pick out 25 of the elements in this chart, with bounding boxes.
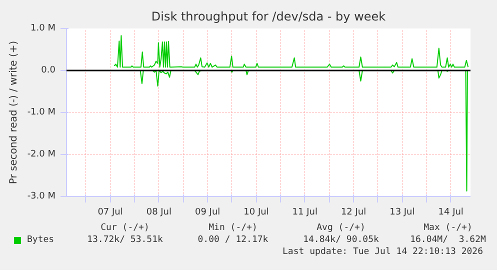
x-tick-label: 08 Jul <box>146 208 172 218</box>
x-tick-label: 12 Jul <box>340 208 366 218</box>
y-tick-label: -2.0 M <box>27 150 56 160</box>
x-tick-label: 11 Jul <box>292 208 318 218</box>
text: Min (-/+) <box>208 223 258 234</box>
x-tick-label: 10 Jul <box>244 208 269 218</box>
y-tick-label: 0.0 <box>41 66 56 76</box>
chart-title: Disk throughput for /dev/sda - by week <box>151 10 386 24</box>
text: 14.84k/ 90.05k <box>302 235 380 246</box>
y-tick-label: -3.0 M <box>27 192 56 202</box>
text: 16.04M/ 3.62M <box>409 235 487 246</box>
text: Cur (-/+) <box>100 223 150 234</box>
text: Max (-/+) <box>422 223 474 234</box>
x-tick-label: 07 Jul <box>98 208 123 218</box>
y-tick-label: 1.0 M <box>30 24 56 34</box>
text: 13.72k/ 53.51k <box>86 235 164 246</box>
text: Avg (-/+) <box>316 223 366 234</box>
x-tick-label: 09 Jul <box>195 208 220 218</box>
text: Last update: Tue Jul 14 22:10:13 2026 <box>282 247 483 258</box>
y-axis-title: Pr second read (-) / write (+) <box>8 40 20 184</box>
legend-label: Bytes <box>27 235 54 246</box>
y-tick-label: -1.0 M <box>27 108 56 118</box>
text: 0.00 / 12.17k <box>196 235 270 246</box>
x-tick-label: 14 Jul <box>438 208 464 218</box>
x-tick-label: 13 Jul <box>390 208 415 218</box>
